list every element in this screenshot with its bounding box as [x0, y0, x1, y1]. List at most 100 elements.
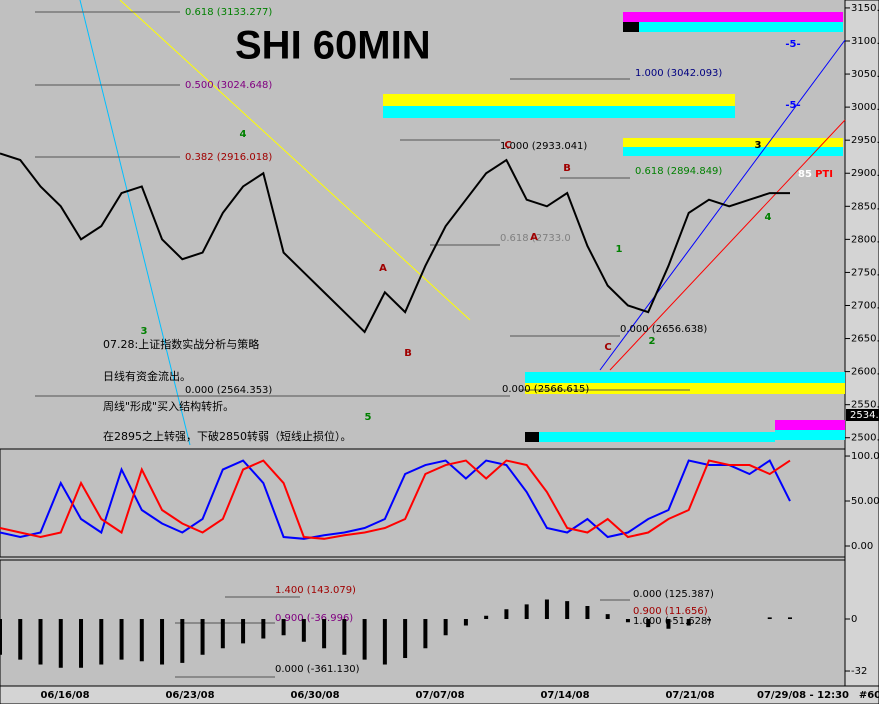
hist-bar: [605, 614, 610, 620]
y-tick-label: 100.0: [851, 451, 879, 462]
y-tick-label: 2550.: [851, 400, 879, 411]
y-tick-label: -32: [851, 666, 867, 677]
hist-bar: [443, 619, 448, 636]
hist-bar: [585, 606, 590, 620]
wave-label: 85: [798, 169, 812, 180]
price-tag: 2534.: [850, 410, 879, 421]
fib-label: 0.618 (2894.849): [635, 166, 722, 177]
x-tick-label: 06/23/08: [165, 690, 214, 701]
hist-bar: [706, 619, 711, 621]
y-tick-label: 3150.: [851, 3, 879, 14]
hist-bar: [544, 599, 549, 620]
wave-label: 3: [141, 326, 148, 337]
y-tick-label: 2600.: [851, 367, 879, 378]
hist-bar: [261, 619, 266, 639]
hist-bar: [484, 615, 489, 620]
note: 周线"形成"买入结构转折。: [103, 399, 234, 413]
y-tick-label: 3000.: [851, 102, 879, 113]
fib-label: 1.000 (2933.041): [500, 141, 587, 152]
hist-bar: [524, 604, 529, 620]
hist-bar: [58, 619, 63, 668]
hist-bar: [342, 619, 347, 655]
hist-bar: [403, 619, 408, 659]
hist-bar: [666, 619, 671, 629]
y-tick-label: 3100.: [851, 36, 879, 47]
wave-label: 4: [765, 212, 772, 223]
wave-label: 2: [649, 336, 656, 347]
x-tick-label: 07/07/08: [415, 690, 464, 701]
wave-label: B: [404, 348, 412, 359]
hist-bar: [625, 619, 630, 623]
wave-label: -5-: [785, 39, 800, 50]
x-tick-label: #60: [859, 690, 879, 701]
hist-bar: [38, 619, 43, 665]
hist-bar: [0, 619, 2, 655]
hist-bar: [18, 619, 23, 660]
hist-bar: [322, 619, 327, 649]
fib-label: 1.000 (-51.628): [633, 616, 711, 627]
y-tick-label: 2950.: [851, 135, 879, 146]
wave-label: C: [604, 342, 611, 353]
fib-label: 0.000 (2564.353): [185, 385, 272, 396]
axis-strip: [844, 0, 879, 704]
x-tick-label: 07/14/08: [540, 690, 589, 701]
price-line: [0, 459, 791, 540]
wave-label: A: [379, 263, 387, 274]
hist-bar: [119, 619, 124, 660]
hist-bar: [362, 619, 367, 660]
hist-bar: [160, 619, 165, 665]
wave-label: A: [530, 232, 538, 243]
note: 07.28:上证指数实战分析与策略: [103, 337, 259, 351]
price-tag-box: [846, 409, 879, 421]
hist-bar: [99, 619, 104, 665]
hist-bar: [646, 619, 651, 628]
fib-label: 0.000 (2656.638): [620, 324, 707, 335]
fib-label: 0.000 (125.387): [633, 589, 714, 600]
date-strip: [0, 685, 879, 704]
hist-bar: [788, 617, 792, 620]
title: SHI 60MIN: [235, 24, 431, 68]
y-tick-label: 3050.: [851, 69, 879, 80]
hist-bar: [281, 619, 286, 636]
x-tick-label: 06/16/08: [40, 690, 89, 701]
hist-bar: [200, 619, 205, 655]
note: 在2895之上转强，下破2850转弱（短线止损位）。: [103, 429, 352, 443]
fib-label: 0.382 (2916.018): [185, 152, 272, 163]
hist-bar: [504, 609, 509, 620]
y-tick-label: 2700.: [851, 300, 879, 311]
x-tick-label: 07/29/08 - 12:30: [757, 690, 849, 701]
fib-label: 0.000 (2566.615): [502, 384, 589, 395]
hist-bar: [301, 619, 306, 642]
wave-label: 5: [365, 412, 372, 423]
hist-bar: [220, 619, 225, 649]
fib-label: 0.000 (-361.130): [275, 664, 360, 675]
fib-label: 0.500 (3024.648): [185, 80, 272, 91]
y-tick-label: 50.00: [851, 496, 879, 507]
price-line: [0, 459, 791, 540]
price-line: [0, 152, 790, 334]
y-tick-label: 2750.: [851, 267, 879, 278]
hist-bar: [565, 601, 570, 620]
note: 日线有资金流出。: [103, 369, 191, 383]
hist-bar: [241, 619, 246, 644]
price-panel: [0, 0, 845, 446]
wave-label: PTI: [815, 169, 833, 180]
fib-label: 0.618 (3133.277): [185, 7, 272, 18]
y-tick-label: 2500.: [851, 433, 879, 444]
x-tick-label: 07/21/08: [665, 690, 714, 701]
wave-label: 4: [240, 129, 247, 140]
wave-label: B: [563, 163, 571, 174]
y-tick-label: 2800.: [851, 234, 879, 245]
y-tick-label: 2850.: [851, 201, 879, 212]
y-tick-label: 2900.: [851, 168, 879, 179]
wave-label: -5-: [785, 100, 800, 111]
wave-label: 1: [616, 244, 623, 255]
fib-label: 0.618 (2733.0: [500, 233, 571, 244]
y-tick-label: 0.00: [851, 541, 873, 552]
wave-label: C: [504, 140, 511, 151]
hist-bar: [382, 619, 387, 665]
fib-label: 1.400 (143.079): [275, 585, 356, 596]
y-tick-label: 0: [851, 614, 857, 625]
